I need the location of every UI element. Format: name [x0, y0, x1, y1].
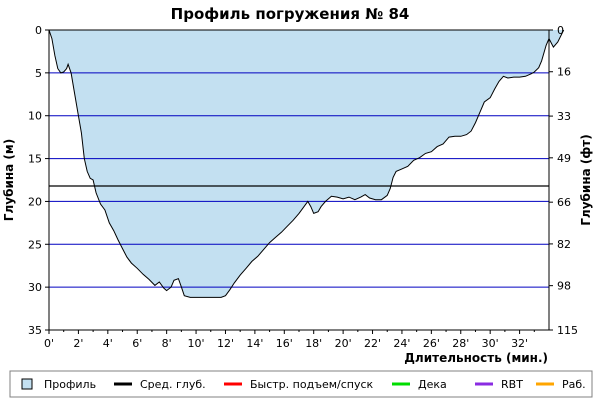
- y-right-tick-label: 16: [557, 66, 571, 79]
- x-axis-label: Длительность (мин.): [404, 351, 548, 365]
- x-tick-label: 14': [246, 337, 263, 350]
- y-left-tick-label: 20: [28, 195, 42, 208]
- x-tick-label: 32': [511, 337, 528, 350]
- y-right-tick-label: 49: [557, 152, 571, 165]
- y-right-tick-label: 82: [557, 238, 571, 251]
- legend-swatch-profile: [21, 378, 33, 390]
- y-left-tick-label: 5: [35, 67, 42, 80]
- x-tick-label: 28': [452, 337, 469, 350]
- x-tick-label: 12': [217, 337, 234, 350]
- legend-label: Сред. глуб.: [140, 378, 206, 391]
- plot-frame: [48, 29, 550, 331]
- profile-area: [49, 30, 564, 298]
- x-tick-label: 6': [132, 337, 142, 350]
- chart-title: Профиль погружения № 84: [171, 5, 410, 23]
- y-axis-right-ticks: 0 16 33 49 66 82 98 115: [549, 24, 578, 337]
- y-left-tick-label: 25: [28, 238, 42, 251]
- profile-line: [48, 29, 565, 298]
- y-left-tick-label: 15: [28, 153, 42, 166]
- x-tick-label: 22': [364, 337, 381, 350]
- legend-label: Быстр. подъем/спуск: [250, 378, 374, 391]
- legend: Профиль Сред. глуб. Быстр. подъем/спуск Дек…: [9, 370, 593, 398]
- x-tick-label: 20': [335, 337, 352, 350]
- y-right-tick-label: 0: [557, 24, 564, 37]
- y-left-tick-label: 10: [28, 110, 42, 123]
- x-tick-label: 24': [393, 337, 410, 350]
- plot-border: [48, 29, 550, 331]
- x-tick-label: 8': [162, 337, 172, 350]
- profile-layer: [49, 30, 564, 298]
- legend-label: RBT: [501, 378, 523, 391]
- y-left-tick-label: 35: [28, 324, 42, 337]
- x-tick-label: 30': [482, 337, 499, 350]
- x-axis-ticks: 0' 2' 4' 6' 8' 10' 12' 14' 16' 18' 20' 22' 24' 26' 28'…: [44, 330, 535, 350]
- y-right-tick-label: 98: [557, 280, 571, 293]
- legend-label: Раб.: [562, 378, 586, 391]
- grid-lines: [48, 29, 565, 298]
- legend-label: Дека: [418, 378, 447, 391]
- y-right-tick-label: 115: [557, 324, 578, 337]
- y-right-tick-label: 66: [557, 196, 571, 209]
- x-tick-label: 16': [276, 337, 293, 350]
- x-tick-label: 0': [44, 337, 54, 350]
- x-tick-label: 2': [73, 337, 83, 350]
- x-tick-label: 4': [103, 337, 113, 350]
- y-axis-left-ticks: 0 5 10 15 20 25 30 35: [28, 24, 49, 337]
- y-right-tick-label: 33: [557, 110, 571, 123]
- x-tick-label: 18': [305, 337, 322, 350]
- y-axis-right-label: Глубина (фт): [579, 134, 593, 225]
- y-axis-left-label: Глубина (м): [2, 139, 16, 221]
- legend-label: Профиль: [44, 378, 96, 391]
- x-tick-label: 26': [423, 337, 440, 350]
- legend-box: [9, 370, 593, 398]
- x-tick-label: 10': [188, 337, 205, 350]
- y-left-tick-label: 0: [35, 24, 42, 37]
- y-left-tick-label: 30: [28, 281, 42, 294]
